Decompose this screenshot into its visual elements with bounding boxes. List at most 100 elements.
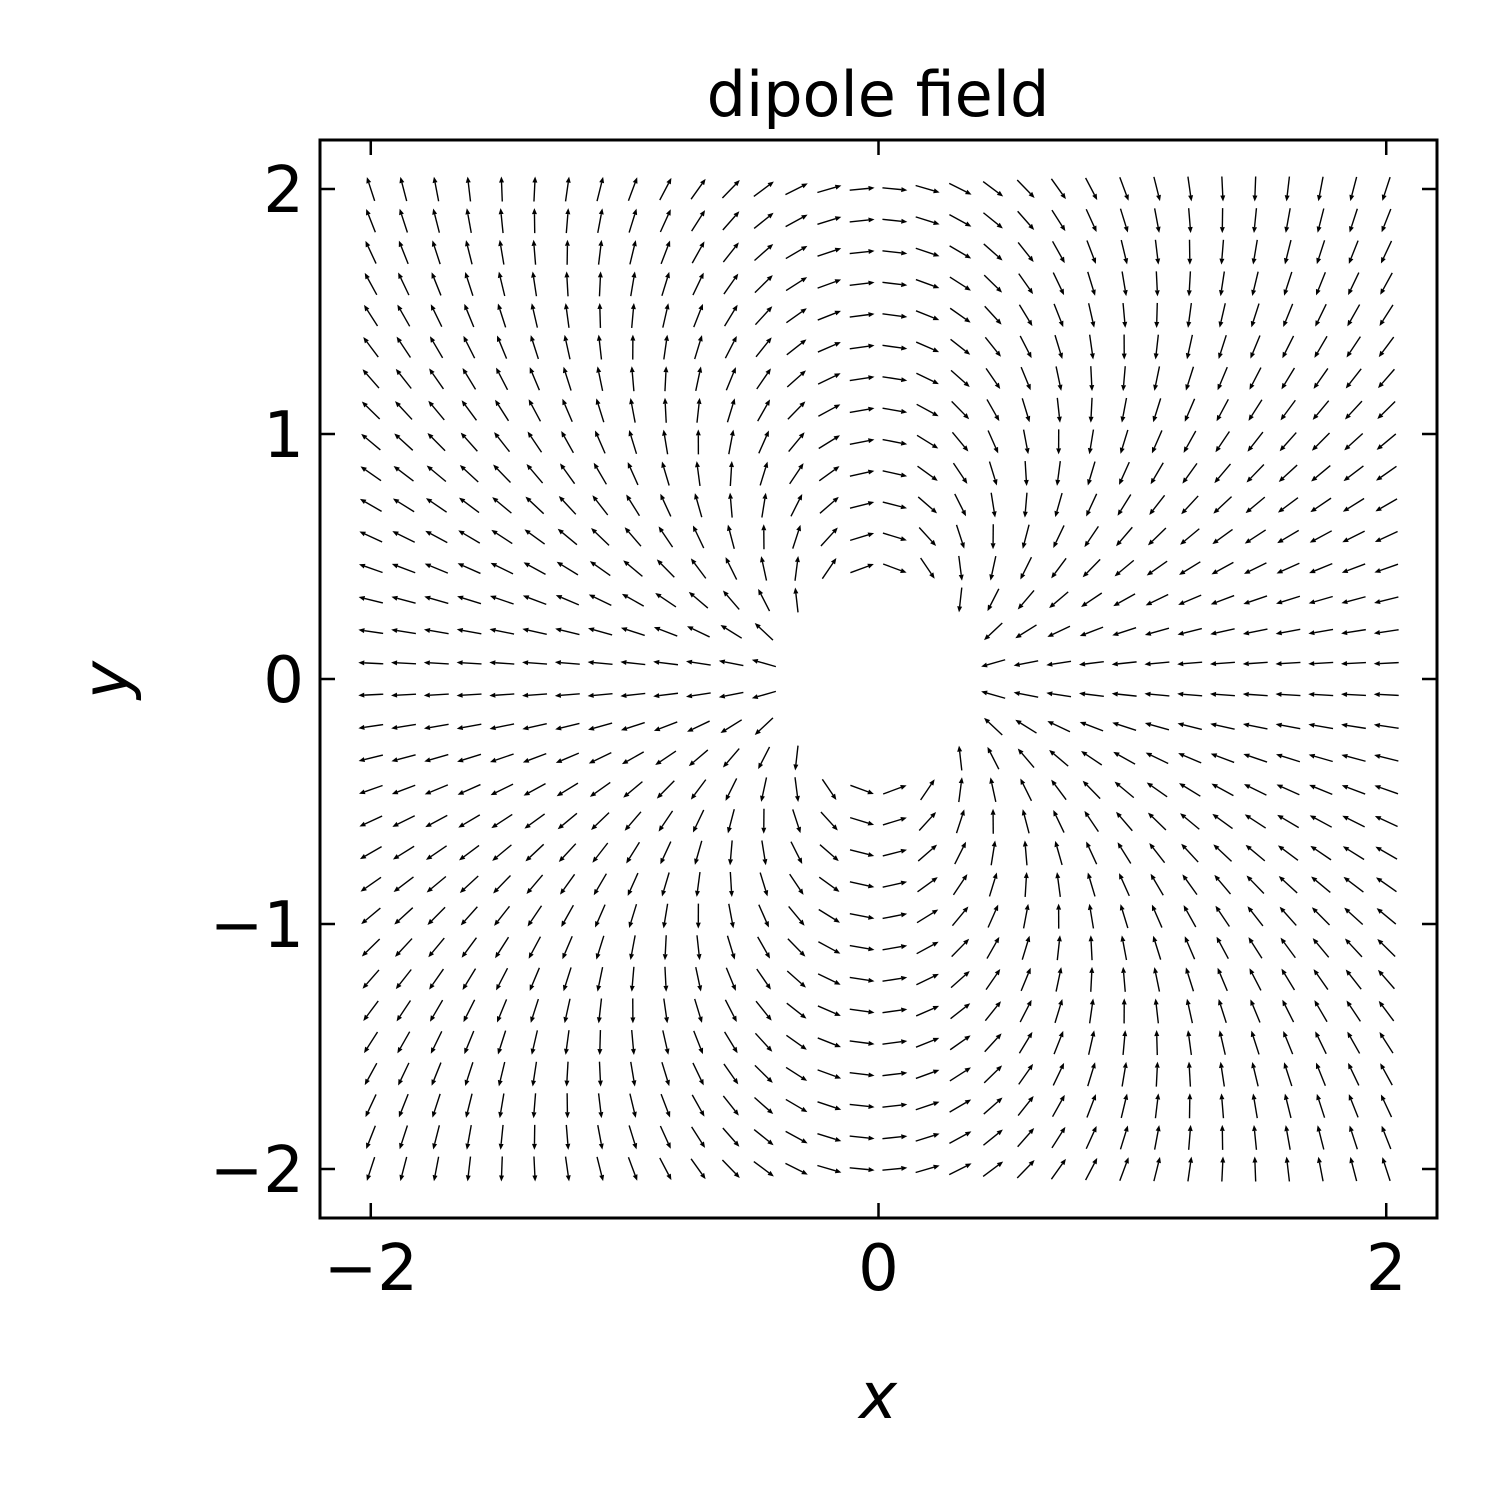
field-arrow [981,659,1006,668]
field-arrow [1089,366,1095,392]
field-arrow [1046,660,1072,667]
field-arrow [1377,401,1396,420]
field-arrow [359,498,382,512]
field-arrow [1220,176,1226,202]
field-arrow [1311,876,1331,894]
field-arrow [460,906,478,926]
field-arrow [688,591,709,609]
field-arrow [489,753,514,763]
field-arrow [817,1037,841,1048]
field-arrow [497,303,507,328]
field-arrow [694,493,703,518]
field-arrow [558,495,577,515]
field-arrow [1154,302,1160,328]
field-arrow [727,808,735,834]
field-arrow [561,430,575,454]
field-arrow [1347,304,1361,327]
field-arrow [817,184,842,194]
field-arrow [621,751,645,765]
field-arrow [1013,691,1039,698]
field-arrow [1342,815,1365,828]
field-arrow [1277,529,1300,544]
field-arrow [882,281,908,288]
field-arrow [1121,366,1127,392]
field-arrow [1113,751,1136,765]
field-arrow [630,998,636,1024]
field-arrow [1051,209,1066,232]
field-arrow [917,877,938,893]
field-arrow [1279,432,1297,452]
field-arrow [786,370,806,388]
field-arrow [1342,846,1365,861]
field-arrow [983,1065,1003,1084]
field-arrow [1380,240,1393,264]
field-arrow [1121,966,1127,992]
field-arrow [391,628,416,635]
field-arrow [1311,432,1331,451]
field-arrow [1187,208,1193,234]
field-arrow [1284,1156,1291,1182]
field-arrow [620,721,645,731]
field-arrow [821,558,837,580]
field-arrow [916,372,939,385]
field-arrow [761,840,768,866]
field-arrow [793,745,799,771]
field-arrow [465,176,472,202]
field-arrow [723,1063,739,1085]
field-arrow [753,1128,774,1146]
field-arrow [920,779,935,801]
field-arrow [399,1125,409,1150]
field-arrow [629,240,637,265]
field-arrow [560,463,576,485]
field-arrow [787,938,806,957]
field-arrow [1084,177,1098,201]
field-arrow [918,812,937,831]
field-arrow [493,875,511,894]
field-arrow [359,531,383,543]
field-arrow [1314,335,1328,358]
field-arrow [696,397,702,423]
field-arrow [721,1159,740,1178]
field-arrow [630,271,637,297]
field-arrow [358,628,384,635]
field-arrow [1086,841,1098,865]
field-arrow [358,660,384,666]
field-arrow [987,430,999,454]
field-arrow [949,245,972,259]
field-arrow [916,403,939,417]
field-arrow [361,907,381,925]
field-arrow [364,304,379,327]
field-arrow [653,721,678,732]
field-arrow [658,810,674,832]
field-arrow [1120,239,1129,265]
field-arrow [393,465,414,482]
field-arrow [1185,334,1194,360]
field-arrow [721,180,740,199]
field-arrow [662,935,668,961]
field-arrow [1177,627,1202,636]
x-tick-label: 0 [858,1232,899,1306]
field-arrow [528,936,542,959]
field-arrow [555,595,580,606]
field-arrow [464,271,474,296]
field-arrow [1373,629,1399,636]
field-arrow [358,723,384,730]
field-arrow [360,876,382,892]
field-arrow [1053,303,1064,328]
field-arrow [396,336,412,358]
field-arrow [597,208,604,234]
field-arrow [1280,399,1296,421]
field-arrow [564,271,570,297]
field-arrow [588,594,612,607]
field-arrow [1251,1093,1258,1119]
field-arrow [1049,749,1069,767]
field-arrow [882,1134,908,1140]
field-arrow [1374,816,1398,828]
field-arrow [757,936,771,959]
x-tick-label: −2 [324,1232,418,1306]
field-arrow [785,214,808,228]
field-arrow [1122,1030,1128,1056]
field-arrow [1242,722,1268,730]
field-arrow [363,1000,379,1021]
field-arrow [754,243,774,262]
